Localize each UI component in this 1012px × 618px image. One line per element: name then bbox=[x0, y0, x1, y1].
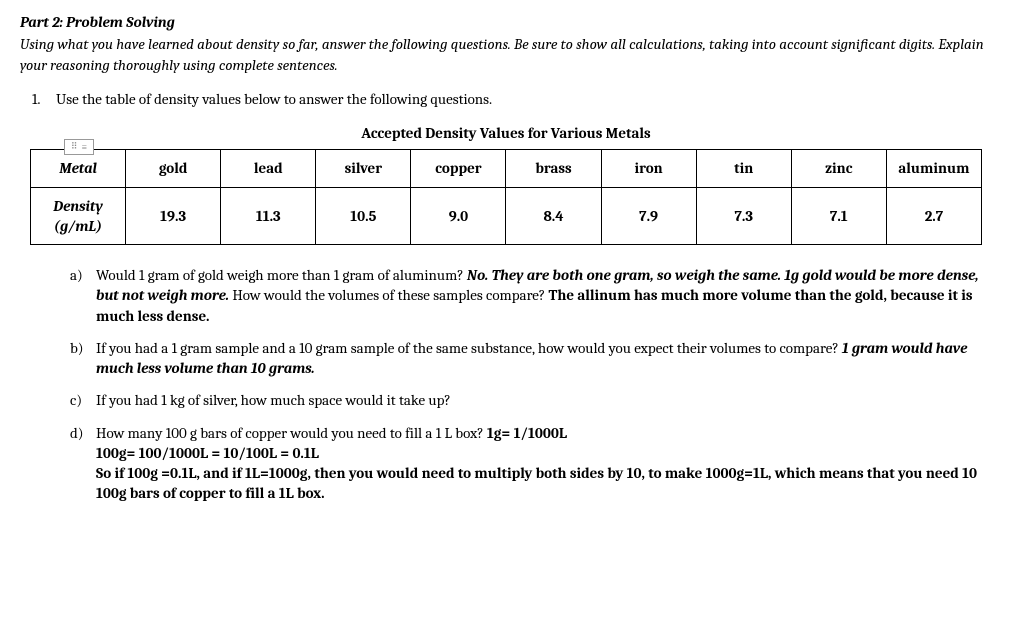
sub-letter: c) bbox=[70, 390, 96, 410]
sub-a-q1: Would 1 gram of gold weigh more than 1 g… bbox=[96, 266, 467, 284]
col-header: tin bbox=[696, 150, 791, 187]
row-header-density: Density (g/mL) bbox=[31, 187, 126, 245]
col-header: brass bbox=[506, 150, 601, 187]
col-header: copper bbox=[411, 150, 506, 187]
density-cell: 19.3 bbox=[126, 187, 221, 245]
col-header: iron bbox=[601, 150, 696, 187]
sub-question-a: a) Would 1 gram of gold weigh more than … bbox=[70, 265, 992, 326]
density-cell: 7.3 bbox=[696, 187, 791, 245]
density-cell: 11.3 bbox=[221, 187, 316, 245]
sub-question-b: b) If you had a 1 gram sample and a 10 g… bbox=[70, 338, 992, 379]
sub-c-q: If you had 1 kg of silver, how much spac… bbox=[96, 391, 451, 409]
sub-d-a3: So if 100g =0.1L, and if 1L=1000g, then … bbox=[96, 464, 977, 502]
col-header: aluminum bbox=[886, 150, 981, 187]
part-title: Part 2: Problem Solving bbox=[20, 12, 992, 32]
col-header: lead bbox=[221, 150, 316, 187]
density-cell: 8.4 bbox=[506, 187, 601, 245]
sub-b-q: If you had a 1 gram sample and a 10 gram… bbox=[96, 339, 842, 357]
density-cell: 7.1 bbox=[791, 187, 886, 245]
row-header-metal: Metal bbox=[31, 150, 126, 187]
sub-letter: b) bbox=[70, 338, 96, 379]
sub-letter: a) bbox=[70, 265, 96, 326]
density-cell: 2.7 bbox=[886, 187, 981, 245]
sub-question-c: c) If you had 1 kg of silver, how much s… bbox=[70, 390, 992, 410]
part-intro: Using what you have learned about densit… bbox=[20, 34, 992, 75]
density-cell: 7.9 bbox=[601, 187, 696, 245]
density-cell: 10.5 bbox=[316, 187, 411, 245]
sub-d-a2: 100g= 100/1000L = 10/100L = 0.1L bbox=[96, 444, 319, 462]
question-1: 1. Use the table of density values below… bbox=[32, 89, 992, 109]
sub-letter: d) bbox=[70, 423, 96, 504]
col-header: silver bbox=[316, 150, 411, 187]
col-header: zinc bbox=[791, 150, 886, 187]
question-number: 1. bbox=[32, 89, 56, 109]
col-header: gold bbox=[126, 150, 221, 187]
sub-a-q2: How would the volumes of these samples c… bbox=[232, 286, 548, 304]
sub-question-d: d) How many 100 g bars of copper would y… bbox=[70, 423, 992, 504]
density-table-wrap: ⠿≡ Metal gold lead silver copper brass i… bbox=[30, 149, 982, 245]
table-handle-icon[interactable]: ⠿≡ bbox=[64, 139, 94, 155]
sub-d-a1: 1g= 1/1000L bbox=[487, 424, 567, 442]
density-table: Metal gold lead silver copper brass iron… bbox=[30, 149, 982, 245]
table-title: Accepted Density Values for Various Meta… bbox=[20, 123, 992, 143]
question-text: Use the table of density values below to… bbox=[56, 89, 492, 109]
table-row: Metal gold lead silver copper brass iron… bbox=[31, 150, 982, 187]
density-cell: 9.0 bbox=[411, 187, 506, 245]
table-row: Density (g/mL) 19.3 11.3 10.5 9.0 8.4 7.… bbox=[31, 187, 982, 245]
sub-d-q: How many 100 g bars of copper would you … bbox=[96, 424, 487, 442]
